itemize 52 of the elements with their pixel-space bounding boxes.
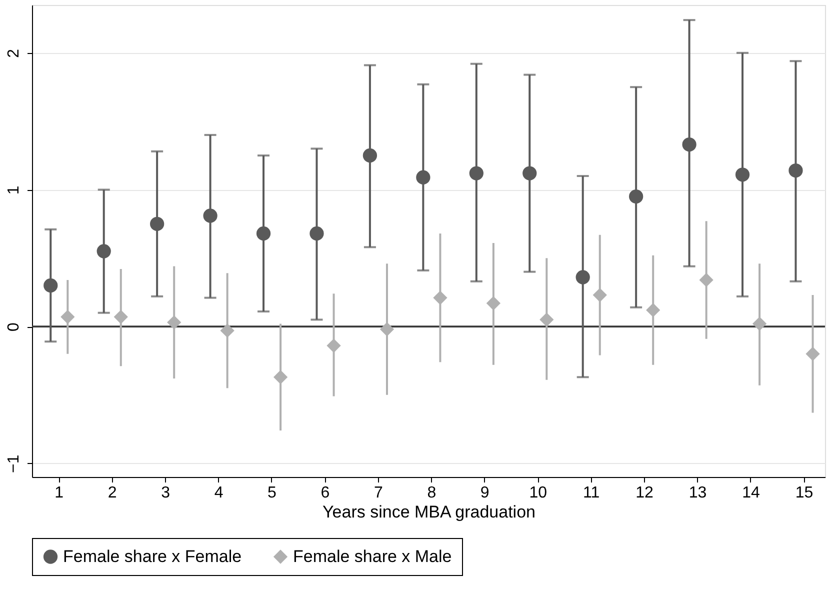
point	[646, 303, 660, 318]
x-tick-label: 1	[54, 484, 64, 502]
point	[752, 316, 767, 331]
x-tick-label: 10	[529, 484, 548, 502]
point	[96, 244, 111, 258]
x-tick-label: 3	[161, 484, 170, 502]
point	[469, 166, 484, 180]
point	[60, 310, 75, 324]
x-tick-label: 11	[583, 484, 600, 502]
point	[362, 148, 378, 163]
legend-label: Female share x Female	[63, 546, 242, 566]
point	[273, 370, 288, 384]
point	[576, 270, 590, 284]
point	[44, 278, 58, 293]
point	[203, 208, 218, 223]
legend-label: Female share x Male	[293, 546, 452, 566]
x-tick-label: 15	[795, 484, 814, 502]
point	[522, 166, 537, 180]
point	[806, 346, 820, 361]
point	[256, 226, 271, 241]
point	[310, 226, 324, 241]
point	[699, 272, 714, 288]
point	[114, 310, 128, 324]
point	[540, 312, 554, 327]
x-tick-label: 2	[108, 484, 117, 502]
x-tick-label: 4	[214, 484, 224, 502]
point	[326, 338, 341, 353]
point	[433, 290, 448, 305]
point	[486, 296, 500, 310]
point	[167, 315, 182, 330]
x-tick-label: 14	[742, 484, 760, 502]
point	[628, 189, 644, 204]
x-tick-label: 12	[636, 484, 654, 502]
point	[592, 288, 607, 302]
point	[150, 216, 164, 231]
point	[682, 137, 696, 152]
x-tick-label: 9	[480, 484, 490, 502]
point	[788, 163, 803, 178]
x-tick-label: 13	[688, 484, 707, 502]
y-tick-label: 0	[6, 322, 22, 332]
y-tick-label: 1	[6, 186, 22, 195]
point	[735, 168, 750, 182]
x-tick-label: 8	[427, 484, 436, 502]
y-tick-label: 2	[6, 48, 22, 58]
x-axis-title: Years since MBA graduation	[322, 502, 536, 522]
x-tick-label: 7	[374, 484, 383, 502]
y-tick-label: −1	[6, 454, 22, 473]
point	[380, 322, 394, 336]
point	[416, 170, 430, 184]
x-tick-label: 5	[268, 484, 277, 502]
point	[220, 324, 234, 338]
x-tick-label: 6	[320, 484, 330, 502]
